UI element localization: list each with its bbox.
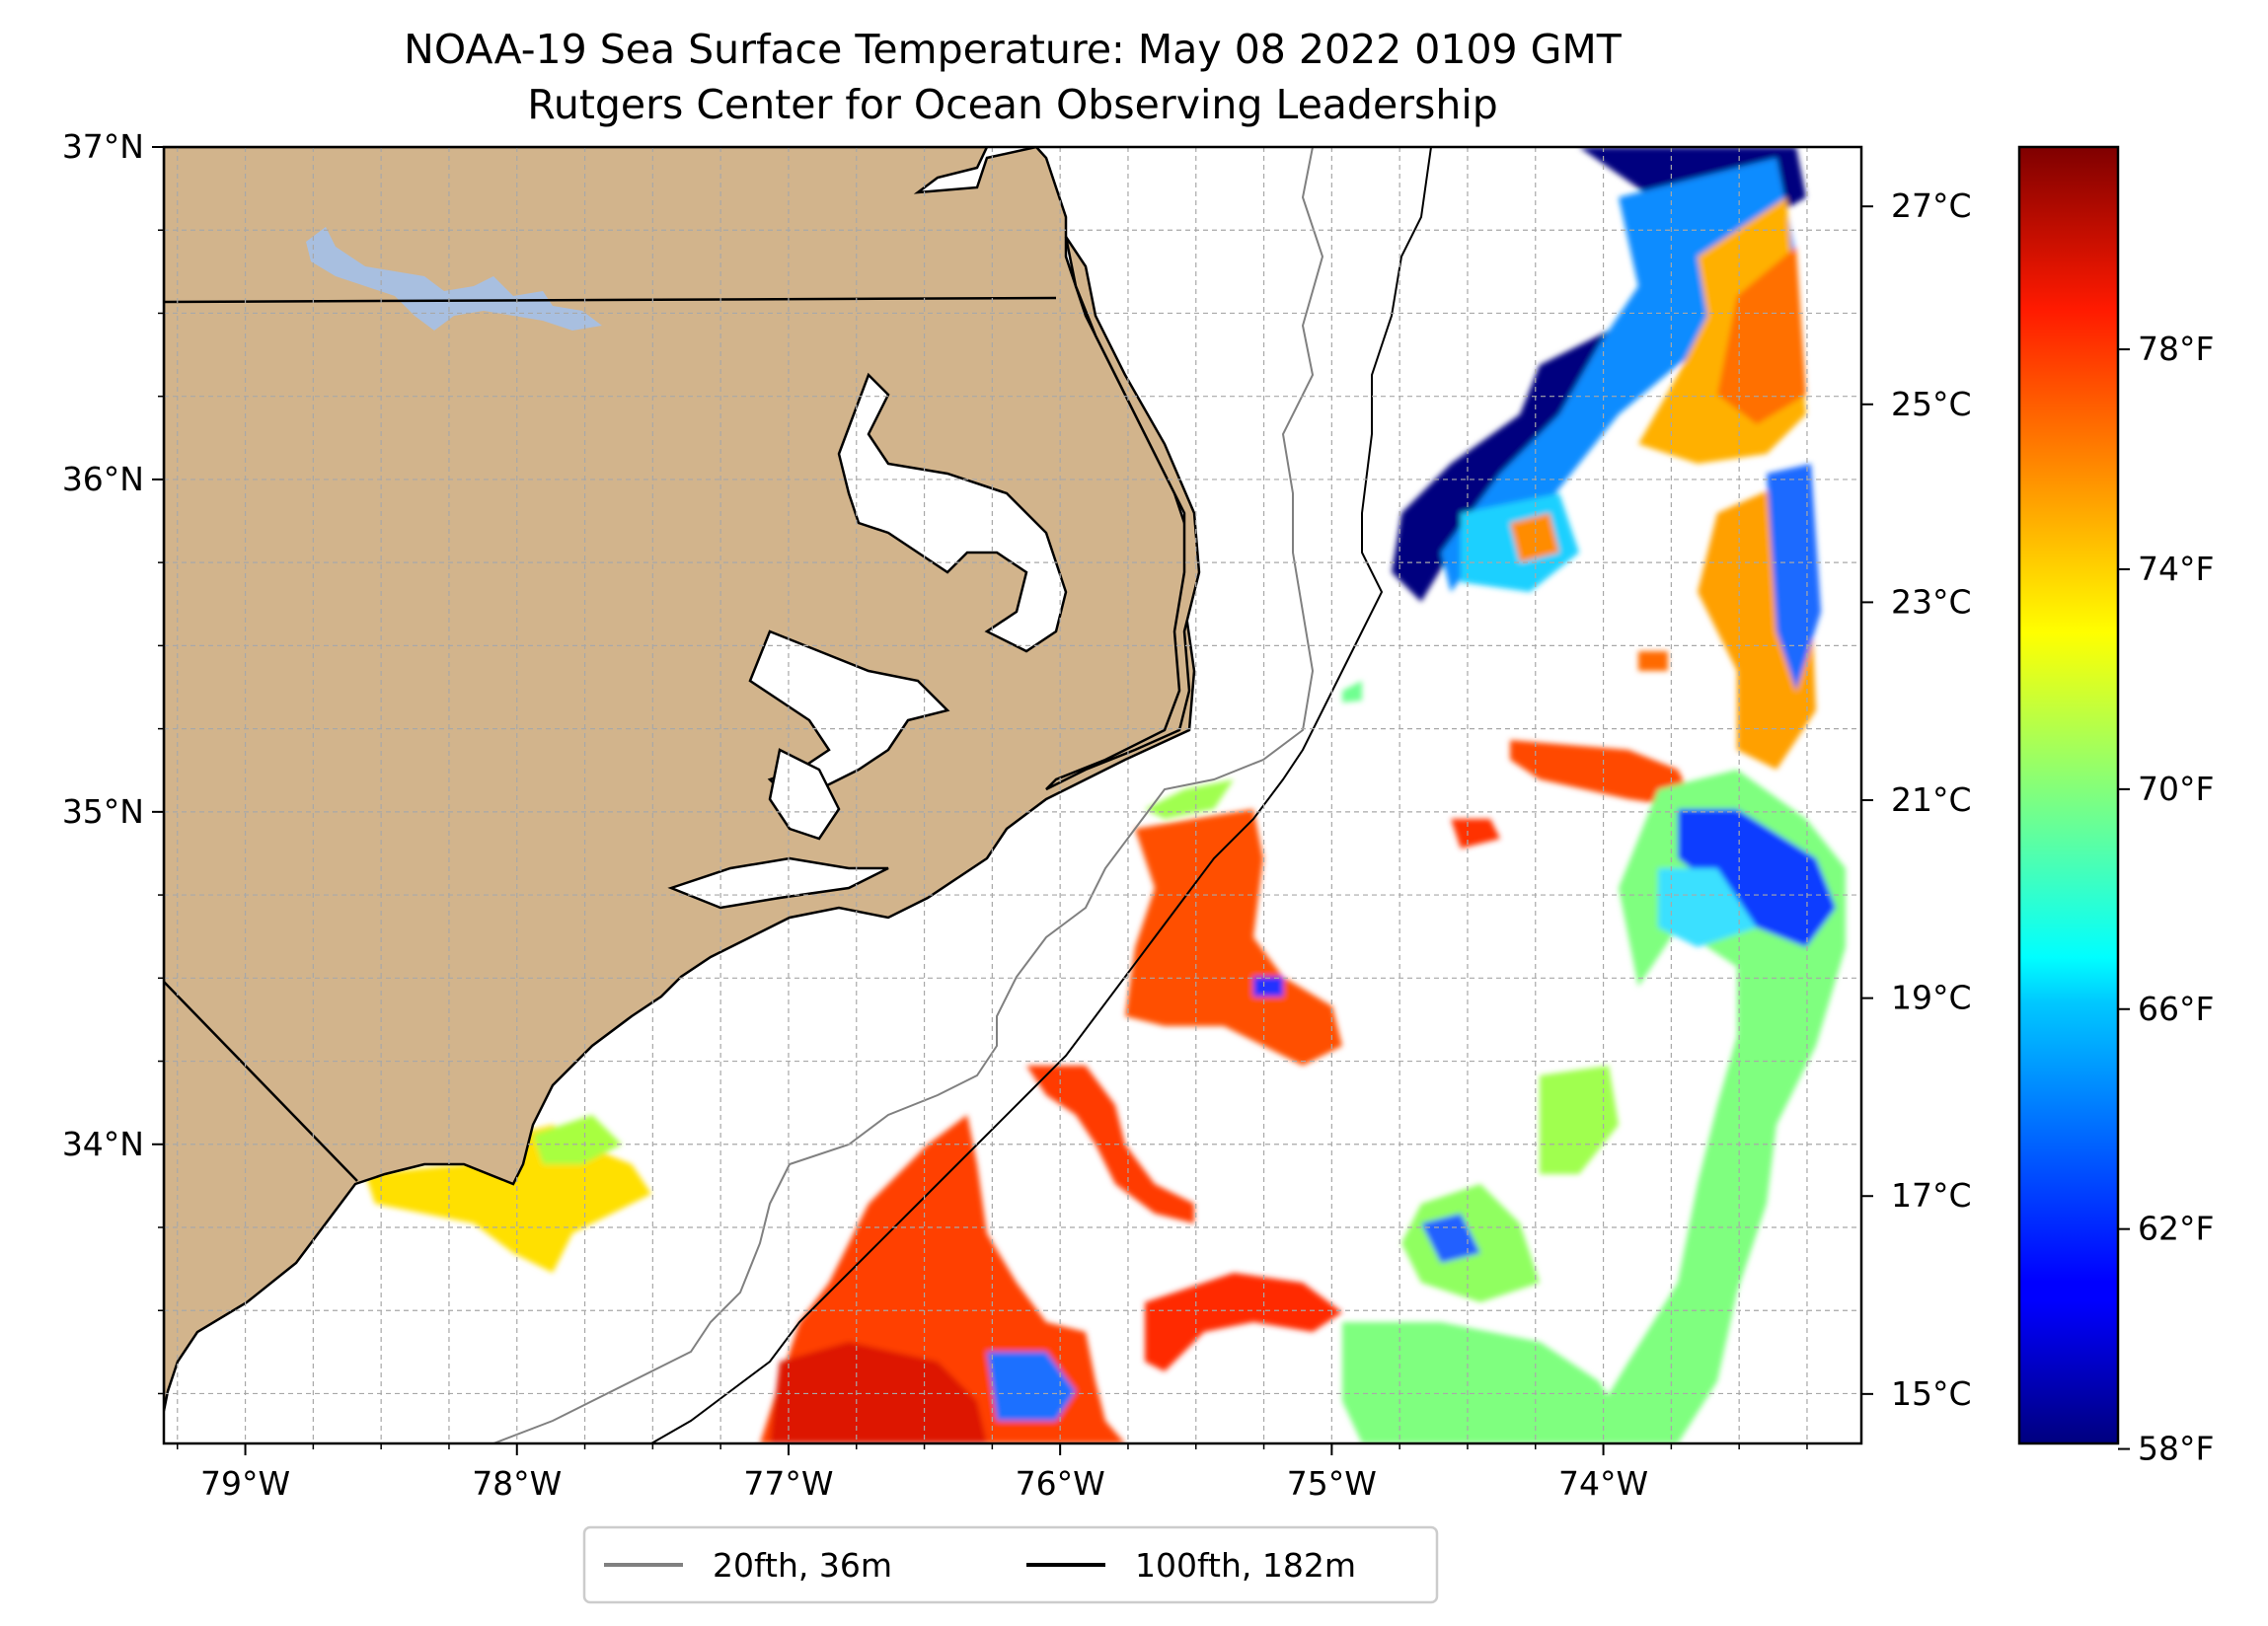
sst-patch-southwest-deep xyxy=(770,1342,987,1443)
fahrenheit-tick-label: 70°F xyxy=(2138,770,2214,808)
land-north-carolina xyxy=(164,147,1196,1412)
map-frame xyxy=(162,145,1863,1445)
sst-patch-small-blob xyxy=(1638,651,1668,671)
fahrenheit-tick-label: 78°F xyxy=(2138,330,2214,368)
x-axis: 79°W 78°W 77°W 76°W 75°W 74°W xyxy=(177,1443,1808,1503)
colorbar-fahrenheit-axis: 78°F 74°F 70°F 66°F 62°F 58°F xyxy=(2118,330,2214,1468)
celsius-tick-label: 27°C xyxy=(1891,186,1972,225)
lake-kerr xyxy=(306,227,602,331)
sst-patch-hatteras xyxy=(1342,681,1362,702)
sst-patch-central-green xyxy=(1540,1066,1619,1174)
map-area xyxy=(164,147,1861,1443)
x-tick-label: 75°W xyxy=(1287,1464,1377,1503)
graticule xyxy=(164,147,1861,1443)
celsius-tick-label: 19°C xyxy=(1891,979,1972,1017)
sst-patch-east-field-blue xyxy=(1678,809,1836,947)
sst-patch-nearshore-green xyxy=(533,1115,622,1164)
y-tick-label: 34°N xyxy=(62,1125,144,1163)
x-tick-label: 76°W xyxy=(1016,1464,1105,1503)
sst-patch-southwest-blue xyxy=(987,1352,1076,1421)
x-tick-label: 79°W xyxy=(200,1464,290,1503)
sst-data-layer xyxy=(365,147,1846,1443)
map-title-line2: Rutgers Center for Ocean Observing Leade… xyxy=(527,81,1498,128)
sst-patch-warm-center xyxy=(1125,809,1342,1066)
legend-box xyxy=(582,1525,1439,1604)
celsius-tick-label: 25°C xyxy=(1891,385,1972,423)
x-tick-label: 77°W xyxy=(743,1464,833,1503)
map-title-line1: NOAA-19 Sea Surface Temperature: May 08 … xyxy=(404,26,1623,73)
celsius-tick-label: 21°C xyxy=(1891,780,1972,819)
fahrenheit-tick-label: 62°F xyxy=(2138,1210,2214,1248)
y-tick-label: 36°N xyxy=(62,460,144,498)
outer-banks xyxy=(1045,236,1201,791)
sst-patch-east-inset-warm xyxy=(1510,513,1559,562)
y-tick-label: 37°N xyxy=(62,127,144,166)
fahrenheit-tick-label: 74°F xyxy=(2138,550,2214,588)
sst-patch-east-field-cyan xyxy=(1658,868,1757,947)
sst-patch-central-blue xyxy=(1421,1214,1480,1263)
celsius-tick-label: 17°C xyxy=(1891,1176,1972,1215)
fahrenheit-tick-label: 66°F xyxy=(2138,990,2214,1028)
legend-label-20fth: 20fth, 36m xyxy=(713,1546,892,1585)
sst-patch-east-field xyxy=(1579,770,1846,1443)
border-nc-va xyxy=(164,296,1057,304)
legend: 20fth, 36m 100fth, 182m xyxy=(582,1525,1439,1604)
sst-patch-warm-south xyxy=(1145,1273,1342,1371)
sst-patch-warm-center-blue xyxy=(1253,977,1283,997)
y-axis: 37°N 36°N 35°N 34°N xyxy=(62,127,164,1395)
celsius-tick-label: 15°C xyxy=(1891,1374,1972,1413)
colorbar-celsius-axis: 27°C 25°C 23°C 21°C 19°C 17°C 15°C xyxy=(1861,186,1972,1413)
sst-patch-mid-band xyxy=(1510,740,1698,809)
sound-albemarle xyxy=(837,372,1068,653)
sst-patch-small-warm xyxy=(1451,819,1500,849)
fahrenheit-tick-label: 58°F xyxy=(2138,1430,2214,1468)
sound-core xyxy=(768,748,841,841)
x-tick-label: 74°W xyxy=(1558,1464,1648,1503)
isobath-20fth xyxy=(492,147,1324,1443)
sst-patch-central-green-3 xyxy=(1342,1322,1638,1443)
border-nc-sc xyxy=(164,981,358,1182)
x-tick-label: 78°W xyxy=(472,1464,562,1503)
isobath-100fth xyxy=(650,147,1432,1443)
colorbar xyxy=(2017,145,2120,1445)
y-tick-label: 35°N xyxy=(62,792,144,831)
celsius-tick-label: 23°C xyxy=(1891,582,1972,621)
legend-label-100fth: 100fth, 182m xyxy=(1135,1546,1356,1585)
sst-patch-shelf-edge xyxy=(1145,779,1234,819)
